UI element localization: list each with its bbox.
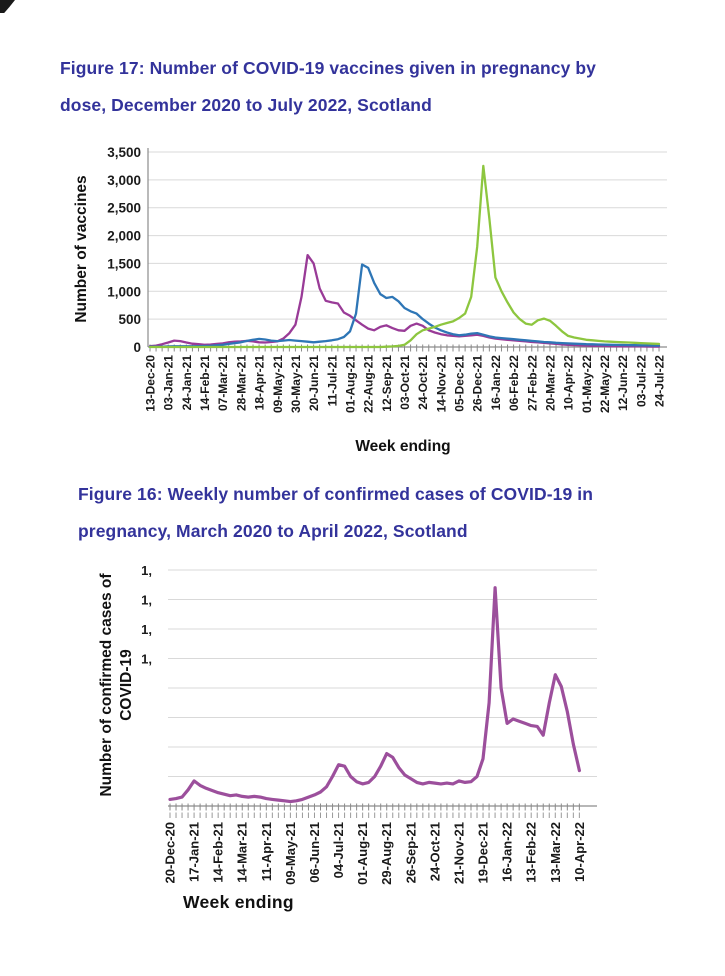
x-tick-label: 28-Mar-21 bbox=[234, 355, 248, 411]
y-tick-label: 3,000 bbox=[107, 173, 141, 188]
series-1-purple bbox=[148, 253, 661, 348]
x-tick-label: 22-May-22 bbox=[598, 355, 612, 413]
x-tick-label: 03-Jan-21 bbox=[162, 355, 176, 411]
x-tick-label: 17-Jan-21 bbox=[187, 822, 202, 882]
x-tick-label: 03-Jul-22 bbox=[634, 355, 648, 407]
figure17-title-line1: Figure 17: Number of COVID-19 vaccines g… bbox=[60, 58, 597, 78]
x-tick-label: 14-Mar-21 bbox=[235, 822, 250, 883]
series-2-blue bbox=[148, 263, 661, 348]
figure17-title-line2: dose, December 2020 to July 2022, Scotla… bbox=[60, 95, 432, 115]
x-tick-label: 10-Apr-22 bbox=[562, 355, 576, 411]
x-tick-label: 14-Feb-21 bbox=[198, 355, 212, 411]
x-tick-label: 30-May-21 bbox=[289, 355, 303, 413]
y-tick-label: 1,500 bbox=[107, 256, 141, 271]
x-tick-label: 24-Oct-21 bbox=[427, 822, 442, 881]
x-tick-label: 24-Oct-21 bbox=[416, 355, 430, 410]
y-tick-label: 2,500 bbox=[107, 201, 141, 216]
x-tick-label: 11-Jul-21 bbox=[325, 355, 339, 407]
x-tick-label: 13-Feb-22 bbox=[524, 822, 539, 883]
x-tick-label: 09-May-21 bbox=[283, 822, 298, 885]
x-tick-label: 01-May-22 bbox=[580, 355, 594, 413]
y-tick-label: 1,000 bbox=[107, 284, 141, 299]
x-tick-label: 10-Apr-22 bbox=[572, 822, 587, 882]
y-tick-label: 3,500 bbox=[107, 145, 141, 160]
y-tick-label: 1, bbox=[141, 652, 152, 667]
x-tick-label: 20-Jun-21 bbox=[307, 355, 321, 411]
x-tick-label: 03-Oct-21 bbox=[398, 355, 412, 410]
y-tick-label: 1, bbox=[141, 563, 152, 578]
x-tick-label: 01-Aug-21 bbox=[355, 822, 370, 885]
x-tick-label: 05-Dec-21 bbox=[453, 355, 467, 412]
x-tick-label: 06-Jun-21 bbox=[307, 822, 322, 883]
y-tick-label: 500 bbox=[118, 312, 141, 327]
x-tick-label: 14-Nov-21 bbox=[434, 355, 448, 413]
figure17-x-axis-title: Week ending bbox=[355, 438, 451, 455]
figure16-x-axis-title: Week ending bbox=[183, 892, 294, 912]
y-tick-label: 0 bbox=[133, 340, 141, 355]
x-tick-label: 14-Feb-21 bbox=[211, 822, 226, 883]
x-tick-label: 12-Jun-22 bbox=[616, 355, 630, 411]
x-tick-label: 04-Jul-21 bbox=[331, 822, 346, 878]
x-tick-label: 22-Aug-21 bbox=[362, 355, 376, 413]
x-tick-label: 11-Apr-21 bbox=[259, 822, 274, 881]
figure16-chart-canvas: 1, 1, 1, 1, 20-Dec-20 17-Jan-21 14-Feb-21 14-Ma… bbox=[141, 563, 597, 885]
x-tick-label: 24-Jul-22 bbox=[653, 355, 667, 407]
x-tick-label: 29-Aug-21 bbox=[379, 822, 394, 885]
x-tick-label: 12-Sep-21 bbox=[380, 355, 394, 412]
figure17-chart-canvas: 3,500 3,000 2,500 2,000 1,500 1,000 500 013-Dec… bbox=[107, 145, 667, 413]
x-tick-label: 13-Dec-20 bbox=[144, 355, 158, 412]
x-tick-label: 21-Nov-21 bbox=[451, 822, 466, 884]
y-tick-label: 1, bbox=[141, 622, 152, 637]
x-tick-label: 07-Mar-21 bbox=[216, 355, 230, 411]
figure16-title-line1: Figure 16: Weekly number of confirmed ca… bbox=[78, 484, 594, 504]
x-tick-label: 26-Dec-21 bbox=[471, 355, 485, 412]
figure16-title-line2: pregnancy, March 2020 to April 2022, Sco… bbox=[78, 521, 468, 541]
x-tick-label: 18-Apr-21 bbox=[253, 355, 267, 411]
x-tick-label: 27-Feb-22 bbox=[525, 355, 539, 411]
x-tick-label: 20-Dec-20 bbox=[163, 822, 178, 883]
confirmed-cases-purple bbox=[168, 586, 582, 804]
x-tick-label: 16-Jan-22 bbox=[489, 355, 503, 411]
x-tick-label: 19-Dec-21 bbox=[476, 822, 491, 883]
y-tick-label: 2,000 bbox=[107, 229, 141, 244]
x-tick-label: 01-Aug-21 bbox=[343, 355, 357, 413]
x-tick-label: 16-Jan-22 bbox=[500, 822, 515, 882]
x-tick-label: 13-Mar-22 bbox=[548, 822, 563, 883]
x-tick-label: 09-May-21 bbox=[271, 355, 285, 413]
series-3-green bbox=[148, 164, 661, 349]
x-tick-label: 06-Feb-22 bbox=[507, 355, 521, 411]
x-tick-label: 24-Jan-21 bbox=[180, 355, 194, 411]
page-corner-mark bbox=[0, 0, 15, 13]
x-tick-label: 26-Sep-21 bbox=[403, 822, 418, 883]
x-tick-label: 20-Mar-22 bbox=[543, 355, 557, 411]
y-tick-label: 1, bbox=[141, 593, 152, 608]
